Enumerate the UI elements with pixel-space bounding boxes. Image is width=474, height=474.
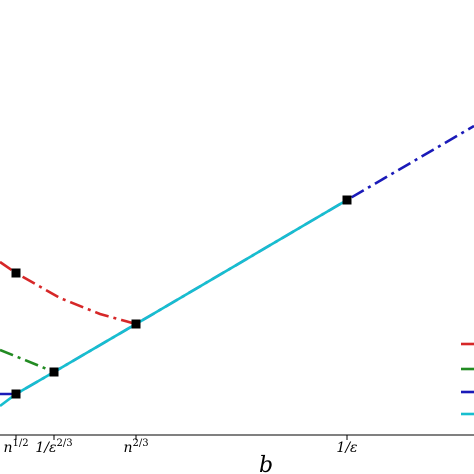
series-line-3 [0,124,474,396]
x-tick-label-2: 1/ε2/3 [35,438,72,456]
x-axis-label: b [259,453,273,474]
x-tick-label-4: 1/ε [336,440,357,456]
x-tick-layer: n1/2 1/ε2/3 n2/3 1/ε [3,435,358,456]
series-3-marker-1 [11,389,21,399]
x-tick-label-3: n2/3 [123,438,148,456]
x-tick-label-1: n1/2 [3,438,28,456]
series-line-1 [0,260,137,326]
series-1-marker-1 [11,268,21,278]
series-1-marker-2 [131,319,141,329]
series-layer [0,124,474,408]
series-3-marker-2 [342,195,352,205]
series-line-2 [0,348,55,374]
marker-layer [11,195,352,399]
legend [461,342,474,416]
series-2-marker-1 [49,367,59,377]
